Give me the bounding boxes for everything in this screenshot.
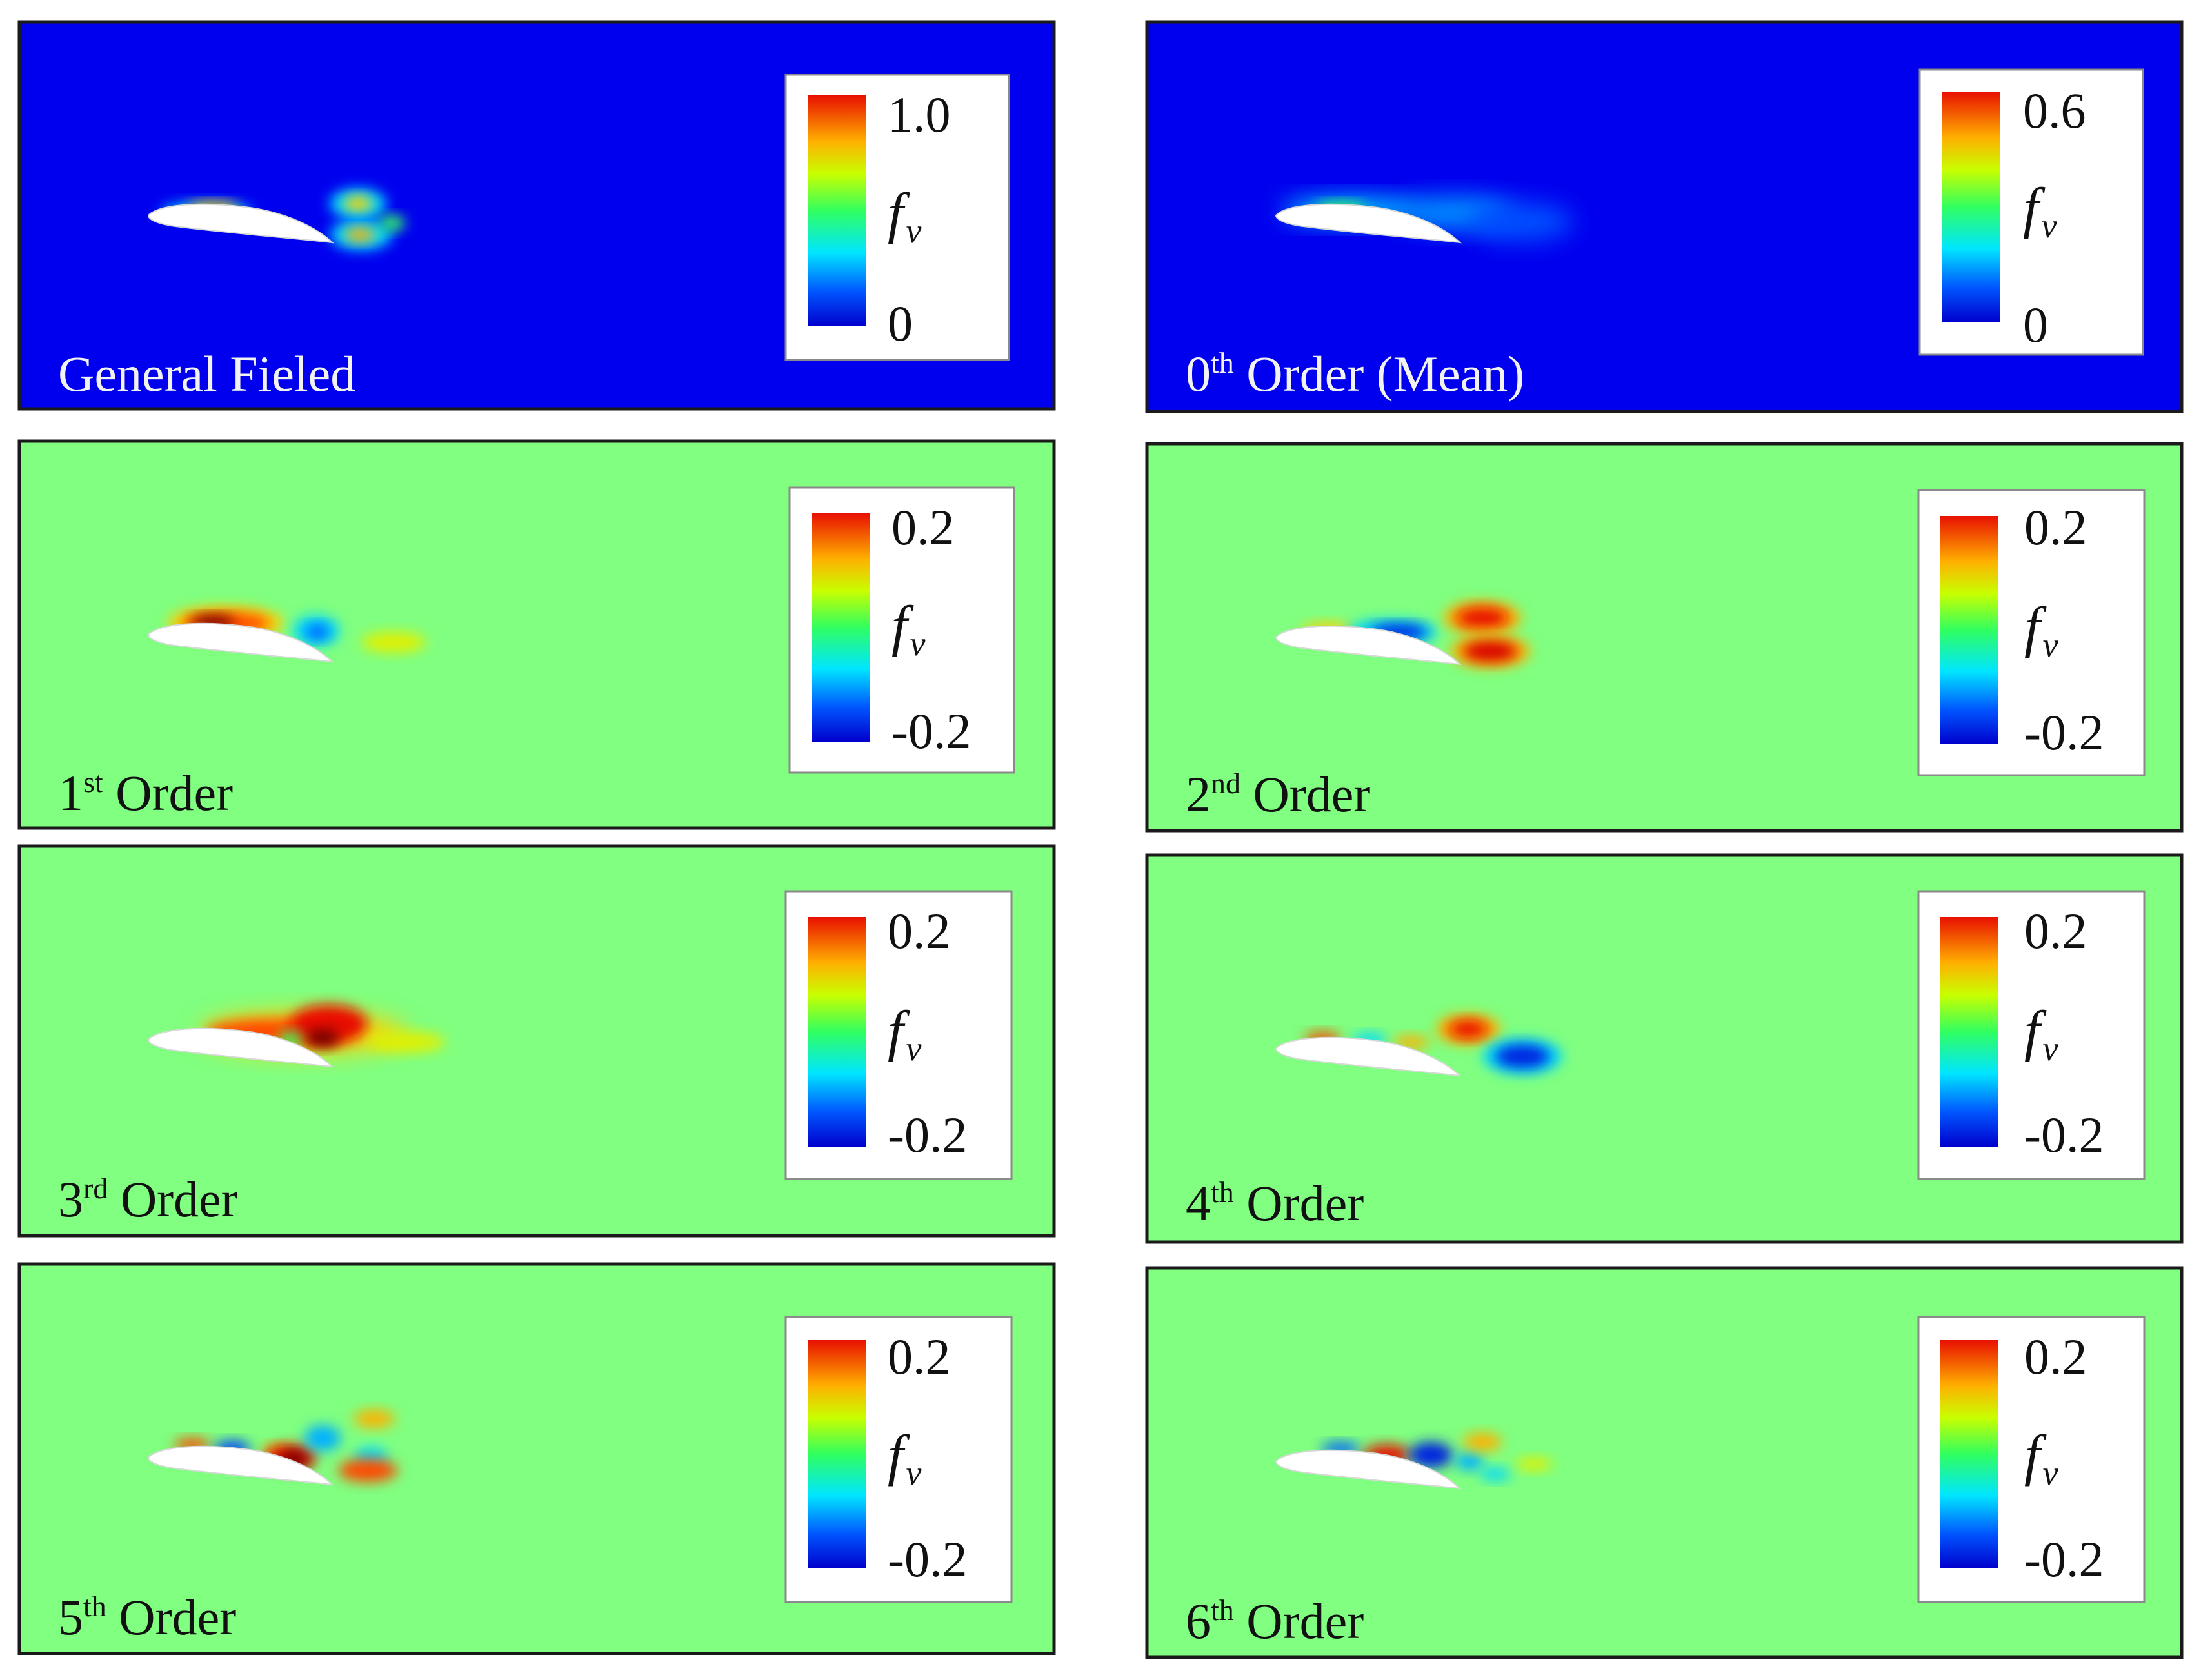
- airfoil-shape: [147, 203, 334, 244]
- colorbar-legend: 0.6 fv 0: [1918, 68, 2144, 356]
- colorbar: [812, 513, 870, 742]
- panel-title: 3rd Order: [58, 1171, 238, 1227]
- panel-title: 2nd Order: [1186, 766, 1370, 822]
- colorbar-min-label: -0.2: [888, 1531, 967, 1587]
- panel-title: 0th Order (Mean): [1186, 346, 1524, 402]
- colorbar-min-label: -0.2: [2024, 1107, 2104, 1163]
- airfoil-shape: [1275, 1036, 1462, 1077]
- colorbar-max-label: 0.2: [891, 499, 955, 555]
- panel-order-4: 0.2 fv -0.2 4th Order: [1145, 853, 2184, 1244]
- colorbar-legend: 0.2 fv -0.2: [784, 1316, 1013, 1603]
- airfoil-shape: [1275, 1449, 1462, 1490]
- colorbar: [1940, 917, 1998, 1147]
- panel-order-2: 0.2 fv -0.2 2nd Order: [1145, 442, 2184, 833]
- colorbar: [808, 917, 866, 1147]
- airfoil-shape: [147, 622, 334, 663]
- colorbar: [808, 1340, 866, 1568]
- colorbar-legend: 0.2 fv -0.2: [784, 890, 1013, 1180]
- colorbar-max-label: 0.2: [2024, 1329, 2087, 1385]
- colorbar-legend: 0.2 fv -0.2: [1917, 890, 2146, 1180]
- colorbar-max-label: 1.0: [888, 86, 951, 143]
- colorbar: [1942, 92, 2000, 322]
- panel-title: 4th Order: [1186, 1175, 1364, 1231]
- panel-title: General Fieled: [58, 346, 355, 402]
- colorbar-min-label: -0.2: [2024, 1531, 2104, 1587]
- panel-order-3: 0.2 fv -0.2 3rd Order: [17, 844, 1056, 1238]
- panel-order-0-mean: 0.6 fv 0 0th Order (Mean): [1145, 20, 2184, 413]
- colorbar-max-label: 0.2: [2024, 903, 2087, 959]
- airfoil-shape: [1275, 203, 1462, 244]
- variable-label: fv: [2024, 1425, 2058, 1492]
- variable-label: fv: [888, 1425, 921, 1492]
- colorbar-min-label: -0.2: [2024, 704, 2104, 760]
- colorbar-min-label: 0: [888, 295, 913, 351]
- colorbar-max-label: 0.2: [2024, 499, 2087, 555]
- colorbar-legend: 0.2 fv -0.2: [1917, 1316, 2146, 1603]
- panel-order-5: 0.2 fv -0.2 5th Order: [17, 1262, 1056, 1655]
- airfoil-shape: [147, 1027, 334, 1068]
- airfoil-shape: [147, 1445, 334, 1486]
- colorbar-max-label: 0.2: [888, 903, 951, 959]
- colorbar: [1940, 516, 1998, 744]
- panel-order-6: 0.2 fv -0.2 6th Order: [1145, 1266, 2184, 1659]
- colorbar-legend: 0.2 fv -0.2: [1917, 489, 2146, 776]
- colorbar: [1940, 1340, 1998, 1568]
- colorbar-max-label: 0.6: [2023, 83, 2086, 139]
- colorbar-min-label: 0: [2023, 297, 2048, 353]
- airfoil-shape: [1275, 625, 1462, 666]
- variable-label: fv: [888, 1000, 921, 1068]
- panel-title: 5th Order: [58, 1589, 236, 1645]
- colorbar-legend: 1.0 fv 0: [784, 74, 1010, 361]
- panel-title: 6th Order: [1186, 1593, 1364, 1649]
- colorbar-min-label: -0.2: [888, 1107, 967, 1163]
- panel-general-field: 1.0 fv 0 General Fieled: [17, 20, 1056, 411]
- colorbar-legend: 0.2 fv -0.2: [788, 486, 1015, 774]
- colorbar-max-label: 0.2: [888, 1329, 951, 1385]
- colorbar: [808, 95, 866, 326]
- panel-title: 1st Order: [58, 765, 233, 821]
- flow-contours: [200, 1005, 445, 1054]
- panel-order-1: 0.2 fv -0.2 1st Order: [17, 439, 1056, 830]
- variable-label: fv: [2024, 1000, 2058, 1068]
- colorbar-min-label: -0.2: [891, 703, 971, 759]
